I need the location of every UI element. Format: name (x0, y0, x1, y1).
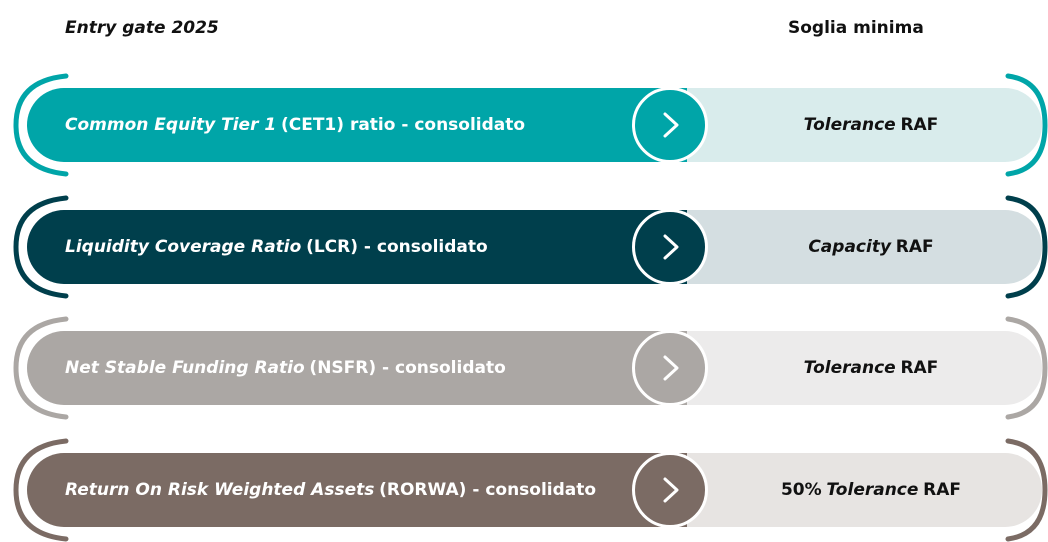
label-pill: Return On Risk Weighted Assets (RORWA) - … (27, 453, 687, 527)
label-part: (CET1) ratio - consolidato (280, 115, 526, 135)
threshold: 50% Tolerance RAF (781, 480, 961, 500)
threshold-part: Capacity (808, 237, 892, 257)
right-bracket (1005, 195, 1048, 299)
chevron-path (663, 112, 679, 138)
threshold-pill: Tolerance RAF (660, 88, 1042, 162)
brackets (13, 73, 1048, 177)
label-part: (LCR) - consolidato (306, 237, 488, 257)
threshold-part: Tolerance (826, 480, 919, 500)
chevron (663, 112, 679, 138)
threshold-part: RAF (923, 480, 962, 500)
right-bracket (1005, 438, 1048, 542)
header-right: Soglia minima (788, 18, 924, 38)
right-bracket (1005, 73, 1048, 177)
label-part: Liquidity Coverage Ratio (65, 237, 302, 257)
threshold-part: 50% (780, 480, 822, 500)
row: Tolerance RAF Common Equity Tier 1 (CET1) r… (0, 73, 1048, 177)
label: Return On Risk Weighted Assets (RORWA) - … (65, 480, 596, 500)
left-bracket (13, 195, 69, 299)
arrow-circle (632, 452, 708, 528)
threshold-part: Tolerance (803, 115, 896, 135)
left-bracket (13, 438, 69, 542)
label-part: Net Stable Funding Ratio (65, 358, 305, 378)
row: 50% Tolerance RAF Return On Risk Weighted A… (0, 438, 1048, 542)
label-pill: Net Stable Funding Ratio (NSFR) - consoli… (27, 331, 687, 405)
brackets (13, 316, 1048, 420)
label-pill: Common Equity Tier 1 (CET1) ratio - conso… (27, 88, 687, 162)
threshold: Tolerance RAF (804, 358, 939, 378)
chevron (663, 477, 679, 503)
threshold-part: RAF (900, 115, 939, 135)
threshold-part: RAF (900, 358, 939, 378)
threshold-pill: 50% Tolerance RAF (660, 453, 1042, 527)
chevron-path (663, 477, 679, 503)
row: Capacity RAF Liquidity Coverage Ratio (LCR)… (0, 195, 1048, 299)
label: Common Equity Tier 1 (CET1) ratio - conso… (65, 115, 525, 135)
threshold-part: Tolerance (803, 358, 896, 378)
chevron (663, 355, 679, 381)
left-bracket (13, 316, 69, 420)
brackets (13, 438, 1048, 542)
threshold-part: RAF (895, 237, 934, 257)
label-part: (NSFR) - consolidato (309, 358, 506, 378)
brackets (13, 195, 1048, 299)
arrow-circle (632, 87, 708, 163)
label-part: Common Equity Tier 1 (65, 115, 277, 135)
label-part: (RORWA) - consolidato (379, 480, 597, 500)
threshold: Tolerance RAF (804, 115, 939, 135)
label: Liquidity Coverage Ratio (LCR) - consolid… (65, 237, 488, 257)
chevron-path (663, 234, 679, 260)
chevron (663, 234, 679, 260)
threshold: Capacity RAF (808, 237, 933, 257)
label-pill: Liquidity Coverage Ratio (LCR) - consolid… (27, 210, 687, 284)
header-left: Entry gate 2025 (65, 18, 219, 38)
row: Tolerance RAF Net Stable Funding Ratio (NSF… (0, 316, 1048, 420)
label: Net Stable Funding Ratio (NSFR) - consoli… (65, 358, 506, 378)
label-part: Return On Risk Weighted Assets (65, 480, 375, 500)
threshold-pill: Tolerance RAF (660, 331, 1042, 405)
chevron-path (663, 355, 679, 381)
threshold-pill: Capacity RAF (660, 210, 1042, 284)
arrow-circle (632, 209, 708, 285)
right-bracket (1005, 316, 1048, 420)
arrow-circle (632, 330, 708, 406)
left-bracket (13, 73, 69, 177)
